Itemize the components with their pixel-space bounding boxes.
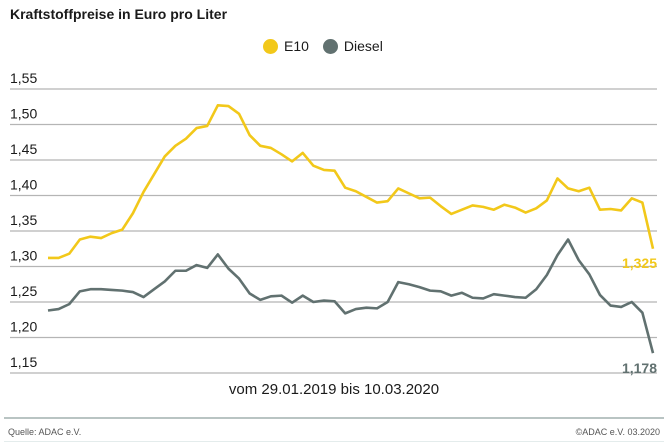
legend-label-diesel: Diesel [343,38,383,54]
y-tick-label: 1,45 [10,141,37,157]
end-value-label-e10: 1,325 [622,255,657,271]
y-tick-label: 1,20 [10,319,37,335]
y-tick-label: 1,15 [10,354,37,370]
y-tick-label: 1,30 [10,248,37,264]
y-tick-label: 1,50 [10,106,37,122]
legend-swatch-diesel [322,38,338,54]
legend-label-e10: E10 [284,38,309,54]
series-line-e10 [48,104,655,260]
y-tick-label: 1,35 [10,212,37,228]
legend: E10 Diesel [263,38,397,54]
series-line-diesel [47,238,655,354]
x-axis-label: vom 29.01.2019 bis 10.03.2020 [229,381,439,398]
legend-swatch-e10 [263,38,278,54]
bottom-divider [4,441,664,442]
y-tick-label: 1,25 [10,283,37,299]
source-note: Quelle: ADAC e.V. [8,427,82,437]
footer-divider [4,417,664,419]
y-tick-label: 1,40 [10,177,37,193]
legend-item-diesel: Diesel [322,38,383,54]
copyright-note: ©ADAC e.V. 03.2020 [575,427,660,437]
y-tick-label: 1,55 [10,70,37,86]
chart-title: Kraftstoffpreise in Euro pro Liter [10,6,228,22]
legend-item-e10: E10 [263,38,309,54]
end-value-label-diesel: 1,178 [622,360,657,376]
